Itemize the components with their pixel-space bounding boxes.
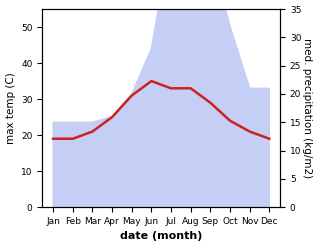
X-axis label: date (month): date (month) (120, 231, 203, 242)
Y-axis label: max temp (C): max temp (C) (5, 72, 16, 144)
Y-axis label: med. precipitation (kg/m2): med. precipitation (kg/m2) (302, 38, 313, 178)
